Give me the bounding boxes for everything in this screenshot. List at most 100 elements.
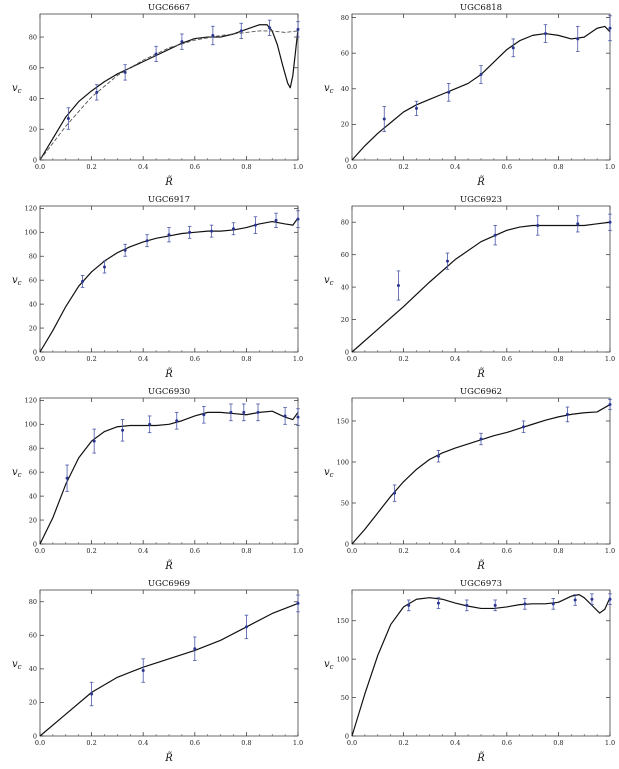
y-tick-label: 40: [29, 492, 37, 500]
x-tick-label: 0.2: [86, 355, 96, 363]
x-tick-label: 0.4: [450, 739, 460, 747]
x-tick-label: 1.0: [605, 547, 615, 555]
x-tick-label: 0.6: [502, 163, 512, 171]
data-point: [511, 46, 515, 50]
chart-panel-ugc6667: UGC6667 0.0 0.2 0.4 0.6 0.8 1.0 0 20 40 60 80 R̃ vc: [12, 3, 303, 188]
x-tick-label: 0.8: [553, 547, 563, 555]
x-tick-label: 1.0: [605, 163, 615, 171]
data-point: [493, 603, 497, 607]
y-tick-label: 100: [25, 229, 37, 237]
y-tick-label: 0: [33, 156, 37, 164]
data-point: [123, 248, 127, 252]
data-point: [232, 227, 235, 231]
chart-title: UGC6930: [148, 387, 190, 397]
y-tick-label: 40: [341, 85, 349, 93]
chart-panel-ugc6930: UGC6930 0.0 0.2 0.4 0.6 0.8 1.0 0 20 40 60 80 100 120…: [12, 387, 303, 572]
fit-curve: [351, 404, 611, 545]
data-point: [180, 40, 184, 44]
y-tick-label: 50: [341, 694, 349, 702]
fit-curve: [39, 217, 299, 353]
x-axis-label: R̃: [164, 176, 173, 188]
data-point: [242, 410, 246, 414]
data-point: [65, 476, 69, 480]
chart-title: UGC6818: [460, 3, 502, 13]
y-tick-label: 0: [345, 348, 349, 356]
chart-title: UGC6667: [148, 3, 190, 13]
x-tick-label: 0.2: [86, 739, 96, 747]
chart-title: UGC6973: [460, 579, 502, 589]
y-tick-label: 60: [29, 632, 37, 640]
y-tick-label: 20: [341, 316, 349, 324]
x-axis-label: R̃: [164, 368, 173, 380]
x-tick-label: 0.8: [241, 163, 251, 171]
x-tick-label: 0.2: [398, 547, 408, 555]
x-tick-label: 0.4: [450, 355, 460, 363]
data-point: [66, 117, 70, 121]
y-tick-label: 40: [29, 95, 37, 103]
data-point: [90, 692, 94, 696]
x-tick-label: 0.8: [553, 739, 563, 747]
data-point: [210, 229, 214, 233]
y-tick-label: 0: [33, 540, 37, 548]
y-tick-label: 0: [345, 156, 349, 164]
y-tick-label: 80: [29, 253, 37, 261]
data-point: [229, 410, 233, 414]
x-tick-label: 0.0: [35, 547, 45, 555]
data-point: [141, 669, 145, 673]
data-point: [576, 222, 580, 226]
y-tick-label: 50: [341, 499, 349, 507]
y-tick-label: 60: [341, 251, 349, 259]
data-point: [145, 239, 149, 243]
data-point: [239, 29, 243, 33]
x-axis-label: R̃: [476, 176, 485, 188]
y-tick-label: 0: [345, 540, 349, 548]
x-tick-label: 0.0: [347, 739, 357, 747]
x-tick-label: 0.0: [347, 163, 357, 171]
y-tick-label: 100: [337, 458, 349, 466]
data-point: [479, 73, 483, 77]
chart-panel-ugc6818: UGC6818 0.0 0.2 0.4 0.6 0.8 1.0 0 20 40 60 80 R̃ vc: [324, 3, 615, 188]
plot-frame: [39, 397, 299, 545]
x-tick-label: 0.6: [502, 355, 512, 363]
data-point: [167, 233, 171, 237]
x-tick-label: 0.6: [190, 547, 200, 555]
data-point: [536, 223, 540, 227]
data-point: [590, 597, 594, 601]
x-axis-label: R̃: [476, 368, 485, 380]
plot-frame: [39, 13, 299, 161]
data-point: [253, 223, 257, 227]
x-tick-label: 0.0: [35, 355, 45, 363]
x-tick-label: 0.4: [138, 355, 148, 363]
x-axis-label: R̃: [476, 752, 485, 764]
data-point: [523, 602, 527, 606]
data-point: [121, 428, 125, 432]
data-point: [296, 27, 300, 31]
data-point: [436, 601, 440, 605]
data-point: [244, 625, 248, 629]
data-point: [551, 602, 555, 606]
chart-title: UGC6962: [460, 387, 502, 397]
y-axis-label: vc: [324, 659, 334, 671]
y-axis-label: vc: [12, 659, 22, 671]
y-tick-label: 20: [341, 121, 349, 129]
x-tick-label: 0.2: [398, 739, 408, 747]
y-tick-label: 0: [33, 348, 37, 356]
chart-panel-ugc6917: UGC6917 0.0 0.2 0.4 0.6 0.8 1.0 0 20 40 60 80 100 120…: [12, 195, 303, 380]
data-point: [296, 217, 300, 221]
data-point: [479, 437, 483, 441]
data-point: [95, 90, 99, 94]
chart-panel-ugc6923: UGC6923 0.0 0.2 0.4 0.6 0.8 1.0 0 20 40 60 80 R̃ vc: [324, 195, 615, 380]
y-tick-label: 60: [29, 276, 37, 284]
y-axis-label: vc: [12, 83, 22, 95]
data-point: [296, 601, 300, 605]
plot-frame: [351, 397, 611, 545]
x-tick-label: 1.0: [293, 547, 303, 555]
fit-curve: [351, 25, 611, 161]
x-tick-label: 1.0: [293, 163, 303, 171]
data-point: [256, 410, 260, 414]
data-point: [103, 265, 106, 269]
data-point: [608, 597, 612, 601]
y-tick-label: 80: [29, 33, 37, 41]
y-tick-label: 80: [29, 598, 37, 606]
x-tick-label: 0.2: [398, 163, 408, 171]
